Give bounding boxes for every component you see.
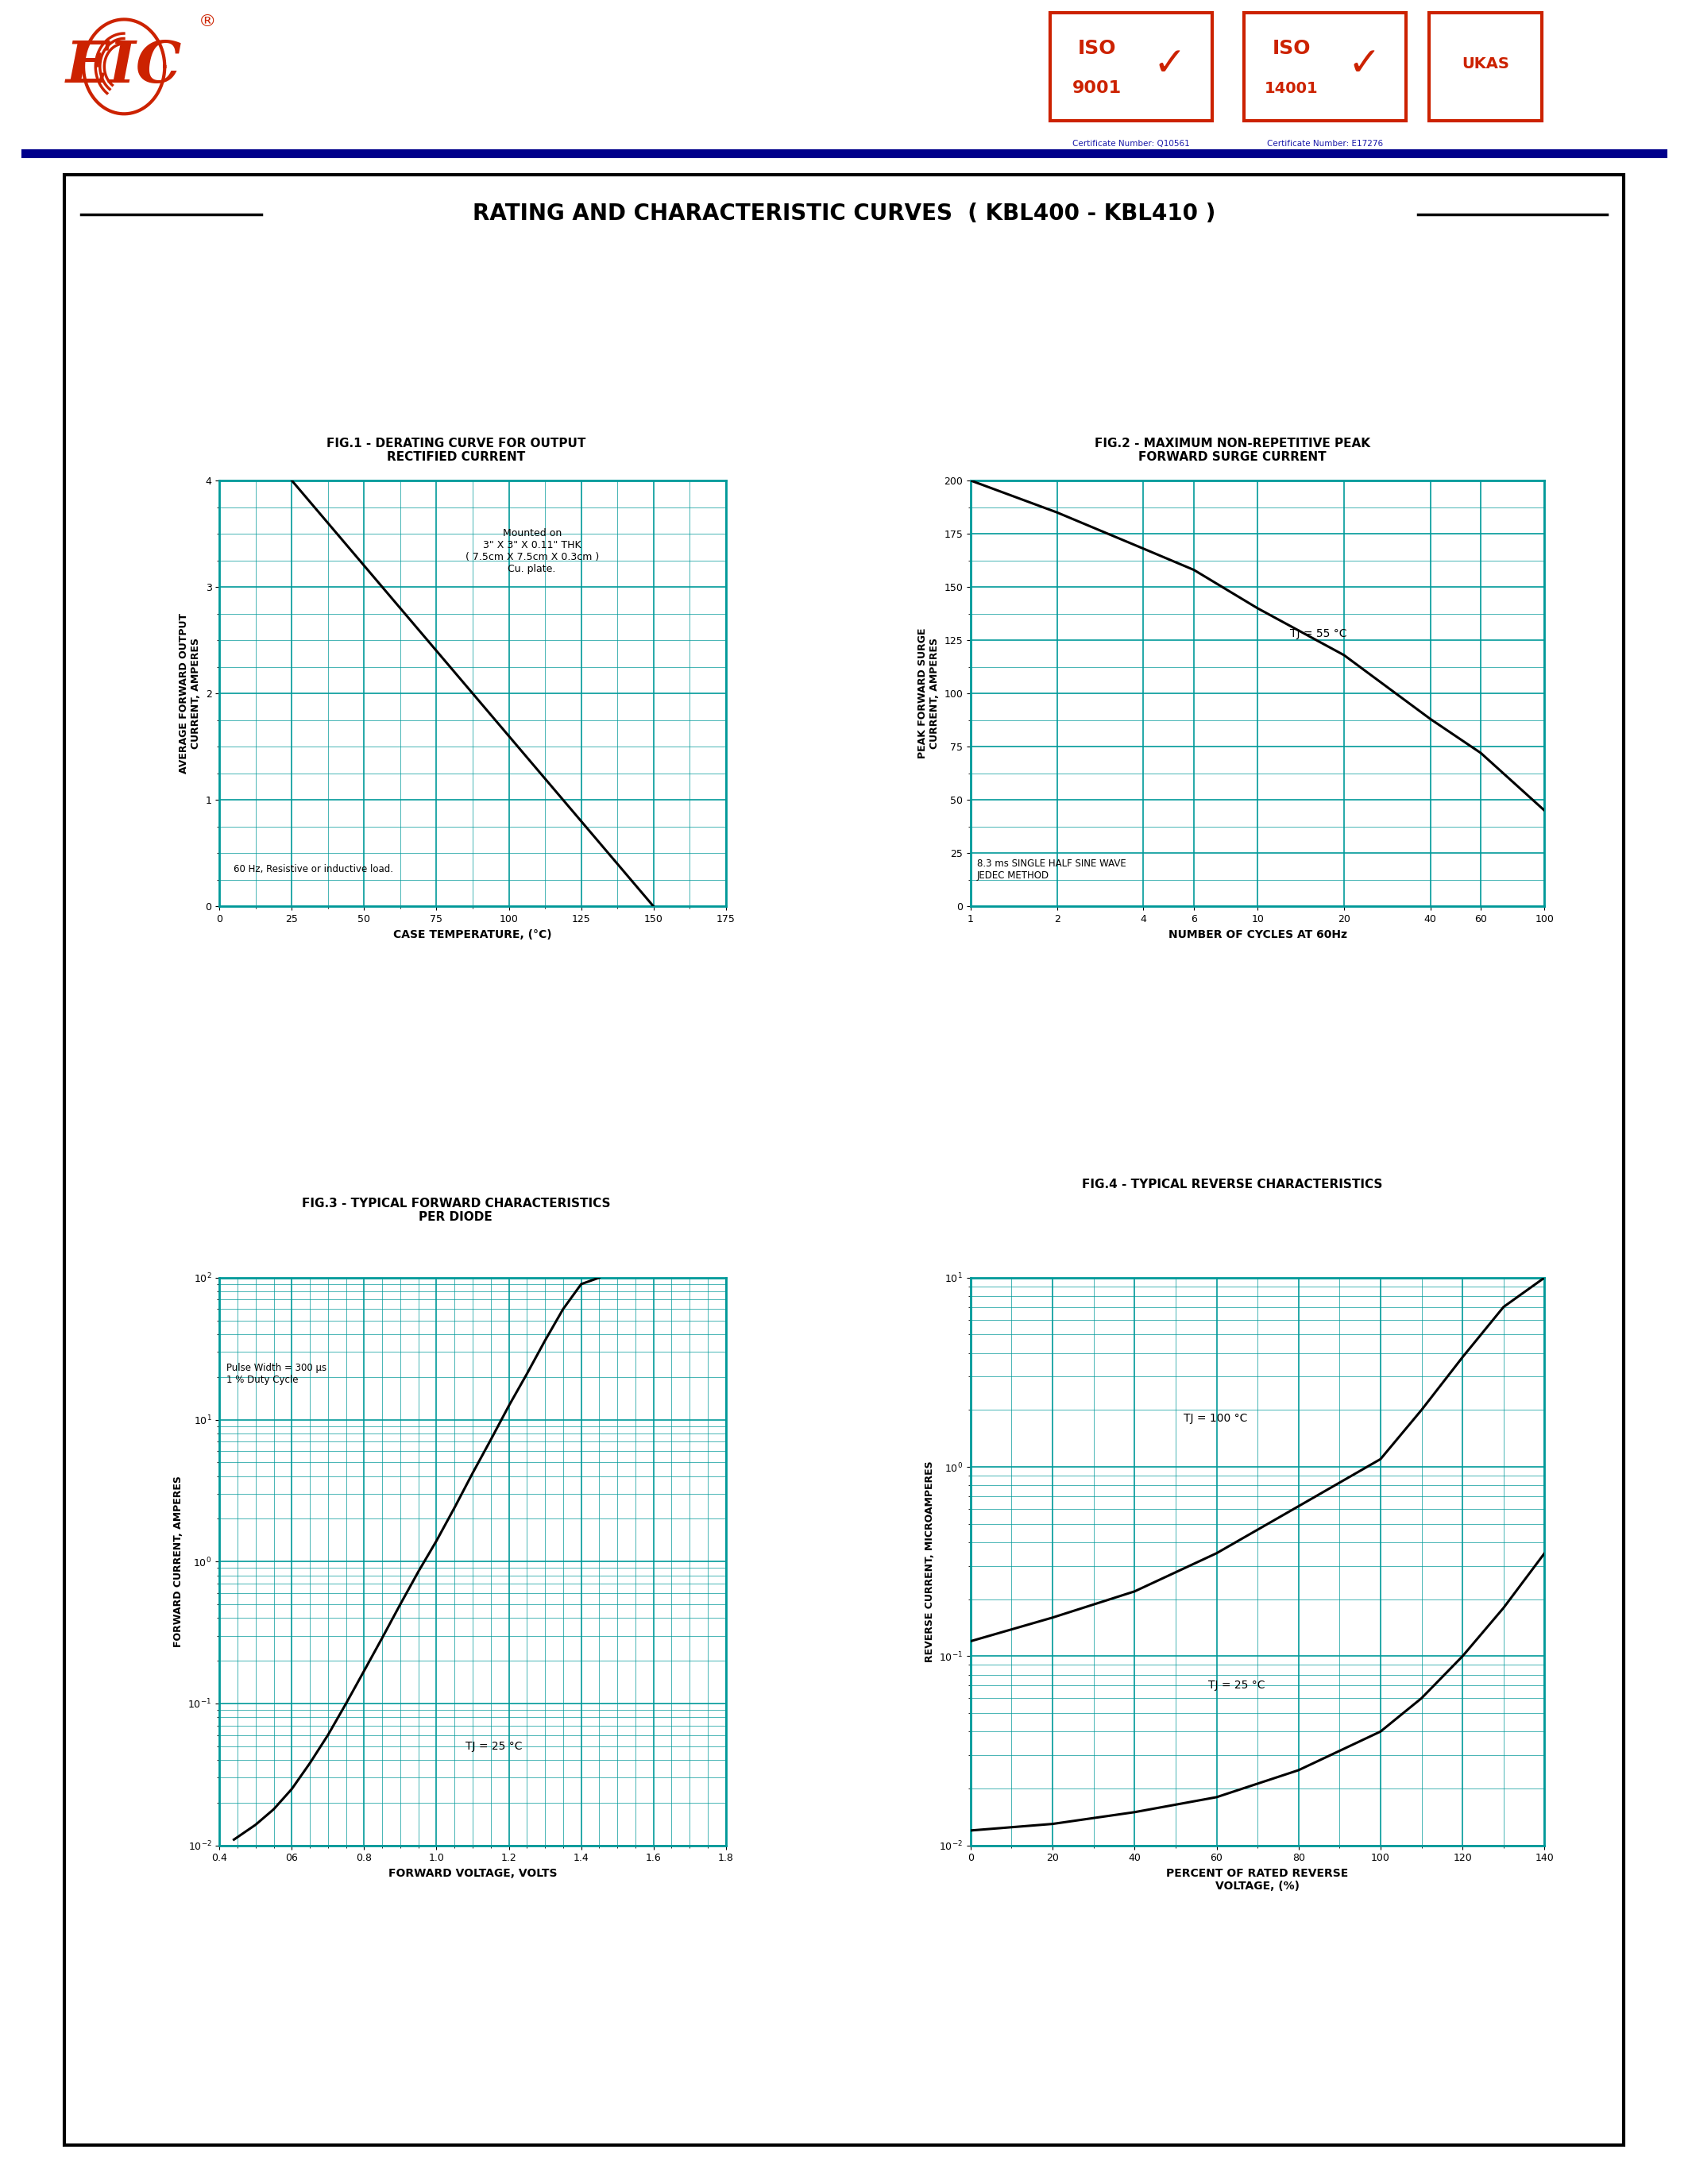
Text: TJ = 25 °C: TJ = 25 °C — [1209, 1679, 1266, 1690]
Text: UKAS: UKAS — [1462, 57, 1509, 72]
Text: ®: ® — [199, 13, 216, 31]
Text: ISO: ISO — [1273, 39, 1310, 59]
Text: FIG.2 - MAXIMUM NON-REPETITIVE PEAK
FORWARD SURGE CURRENT: FIG.2 - MAXIMUM NON-REPETITIVE PEAK FORW… — [1094, 437, 1371, 463]
Text: Pulse Width = 300 μs
1 % Duty Cycle: Pulse Width = 300 μs 1 % Duty Cycle — [226, 1363, 327, 1385]
Y-axis label: PEAK FORWARD SURGE
CURRENT, AMPERES: PEAK FORWARD SURGE CURRENT, AMPERES — [917, 629, 940, 758]
Text: Certificate Number: Q10561: Certificate Number: Q10561 — [1072, 140, 1190, 149]
Text: FIG.1 - DERATING CURVE FOR OUTPUT
RECTIFIED CURRENT: FIG.1 - DERATING CURVE FOR OUTPUT RECTIF… — [326, 437, 586, 463]
Text: 60 Hz, Resistive or inductive load.: 60 Hz, Resistive or inductive load. — [235, 865, 393, 874]
X-axis label: CASE TEMPERATURE, (°C): CASE TEMPERATURE, (°C) — [393, 928, 552, 939]
Text: 9001: 9001 — [1072, 81, 1123, 96]
Text: TJ = 25 °C: TJ = 25 °C — [466, 1741, 522, 1752]
Text: ✓: ✓ — [1153, 46, 1187, 83]
X-axis label: PERCENT OF RATED REVERSE
VOLTAGE, (%): PERCENT OF RATED REVERSE VOLTAGE, (%) — [1166, 1867, 1349, 1891]
Text: RATING AND CHARACTERISTIC CURVES  ( KBL400 - KBL410 ): RATING AND CHARACTERISTIC CURVES ( KBL40… — [473, 203, 1215, 225]
Text: 8.3 ms SINGLE HALF SINE WAVE
JEDEC METHOD: 8.3 ms SINGLE HALF SINE WAVE JEDEC METHO… — [977, 858, 1126, 880]
X-axis label: NUMBER OF CYCLES AT 60Hz: NUMBER OF CYCLES AT 60Hz — [1168, 928, 1347, 939]
Y-axis label: FORWARD CURRENT, AMPERES: FORWARD CURRENT, AMPERES — [174, 1476, 184, 1647]
Text: ✓: ✓ — [1347, 46, 1381, 83]
Text: TJ = 55 °C: TJ = 55 °C — [1290, 629, 1347, 640]
Text: Mounted on
3" X 3" X 0.11" THK
( 7.5cm X 7.5cm X 0.3cm )
Cu. plate.: Mounted on 3" X 3" X 0.11" THK ( 7.5cm X… — [466, 529, 599, 574]
Text: TJ = 100 °C: TJ = 100 °C — [1183, 1413, 1247, 1424]
Text: FIG.3 - TYPICAL FORWARD CHARACTERISTICS
PER DIODE: FIG.3 - TYPICAL FORWARD CHARACTERISTICS … — [302, 1197, 609, 1223]
Text: EIC: EIC — [66, 39, 182, 94]
Text: 14001: 14001 — [1264, 81, 1318, 96]
Text: ISO: ISO — [1079, 39, 1116, 59]
X-axis label: FORWARD VOLTAGE, VOLTS: FORWARD VOLTAGE, VOLTS — [388, 1867, 557, 1878]
Y-axis label: REVERSE CURRENT, MICROAMPERES: REVERSE CURRENT, MICROAMPERES — [925, 1461, 935, 1662]
Y-axis label: AVERAGE FORWARD OUTPUT
CURRENT, AMPERES: AVERAGE FORWARD OUTPUT CURRENT, AMPERES — [179, 614, 201, 773]
Text: FIG.4 - TYPICAL REVERSE CHARACTERISTICS: FIG.4 - TYPICAL REVERSE CHARACTERISTICS — [1082, 1179, 1382, 1190]
Text: Certificate Number: E17276: Certificate Number: E17276 — [1268, 140, 1382, 149]
